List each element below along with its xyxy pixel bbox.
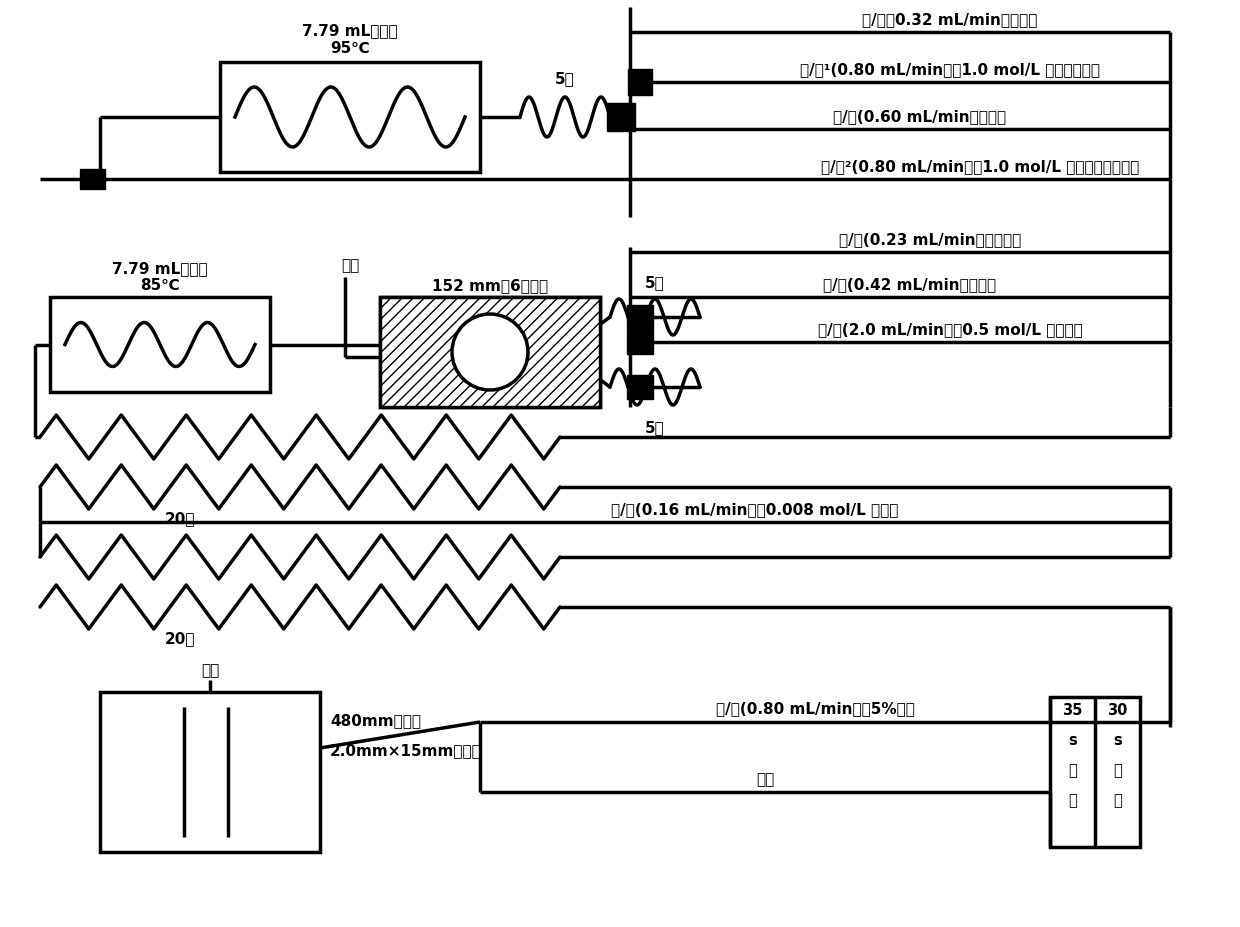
Text: 橙/白(0.23 mL/min），显色剂: 橙/白(0.23 mL/min），显色剂: [839, 232, 1021, 247]
Bar: [627, 306, 653, 330]
Text: 2.0mm×15mm流动池: 2.0mm×15mm流动池: [330, 743, 482, 757]
Text: 7.79 mL加热槽: 7.79 mL加热槽: [303, 23, 398, 38]
Text: 红/红¹(0.80 mL/min），1.0 mol/L 盐酸（或水）: 红/红¹(0.80 mL/min），1.0 mol/L 盐酸（或水）: [800, 62, 1100, 77]
Text: 废液: 废液: [756, 771, 774, 786]
Text: 85℃: 85℃: [140, 278, 180, 293]
Bar: [608, 104, 635, 132]
Bar: [100, 692, 320, 852]
Text: 20匹: 20匹: [165, 630, 195, 645]
Bar: [627, 70, 652, 95]
Bar: [627, 331, 653, 355]
Text: 橙/橙(0.42 mL/min），空气: 橙/橙(0.42 mL/min），空气: [823, 276, 997, 292]
Text: s: s: [1068, 732, 1076, 747]
Text: 35: 35: [1063, 703, 1083, 717]
Text: 5匹: 5匹: [645, 274, 665, 289]
Text: 5匹: 5匹: [556, 71, 575, 86]
Text: 红/红(0.80 mL/min），5%乙酸: 红/红(0.80 mL/min），5%乙酸: [715, 700, 914, 716]
Text: 152 mm（6英寸）: 152 mm（6英寸）: [432, 278, 548, 293]
Text: 紫/绿(2.0 mL/min），0.5 mol/L 氢氧化钓: 紫/绿(2.0 mL/min），0.5 mol/L 氢氧化钓: [817, 322, 1083, 337]
Text: 样: 样: [1068, 762, 1076, 777]
Text: 7.79 mL加热槽: 7.79 mL加热槽: [112, 260, 208, 275]
Text: 白/白(0.60 mL/min），样品: 白/白(0.60 mL/min），样品: [833, 108, 1007, 124]
Text: 20匹: 20匹: [165, 511, 195, 526]
Text: 黑/黑（0.32 mL/min），空气: 黑/黑（0.32 mL/min），空气: [862, 12, 1038, 27]
Bar: [627, 375, 653, 400]
Text: 480mm滤光片: 480mm滤光片: [330, 712, 422, 727]
Text: 95℃: 95℃: [330, 41, 370, 56]
Text: 废液: 废液: [341, 258, 360, 273]
Circle shape: [453, 314, 528, 390]
Text: 品: 品: [1068, 793, 1076, 807]
Bar: [219, 63, 480, 172]
Text: 30: 30: [1107, 703, 1127, 717]
Text: 清: 清: [1114, 762, 1122, 777]
Text: 废液: 废液: [201, 662, 219, 678]
Bar: [1050, 697, 1140, 847]
Text: 红/红²(0.80 mL/min），1.0 mol/L 氢氧化钓（或水）: 红/红²(0.80 mL/min），1.0 mol/L 氢氧化钓（或水）: [821, 159, 1140, 174]
Text: 橙/黄(0.16 mL/min），0.008 mol/L 氯化钓: 橙/黄(0.16 mL/min），0.008 mol/L 氯化钓: [611, 502, 899, 516]
Bar: [379, 298, 600, 408]
Text: s: s: [1114, 732, 1122, 747]
Bar: [81, 170, 105, 190]
Text: 洗: 洗: [1114, 793, 1122, 807]
Bar: [379, 298, 600, 408]
Bar: [50, 298, 270, 392]
Text: 5匹: 5匹: [645, 420, 665, 435]
